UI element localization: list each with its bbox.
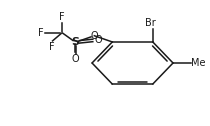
Text: O: O bbox=[72, 54, 79, 64]
Text: O: O bbox=[94, 35, 102, 45]
Text: F: F bbox=[38, 28, 44, 38]
Text: F: F bbox=[59, 12, 65, 22]
Text: S: S bbox=[71, 37, 79, 47]
Text: Br: Br bbox=[145, 18, 156, 28]
Text: Me: Me bbox=[191, 58, 206, 68]
Text: O: O bbox=[91, 31, 98, 41]
Text: F: F bbox=[49, 42, 54, 52]
